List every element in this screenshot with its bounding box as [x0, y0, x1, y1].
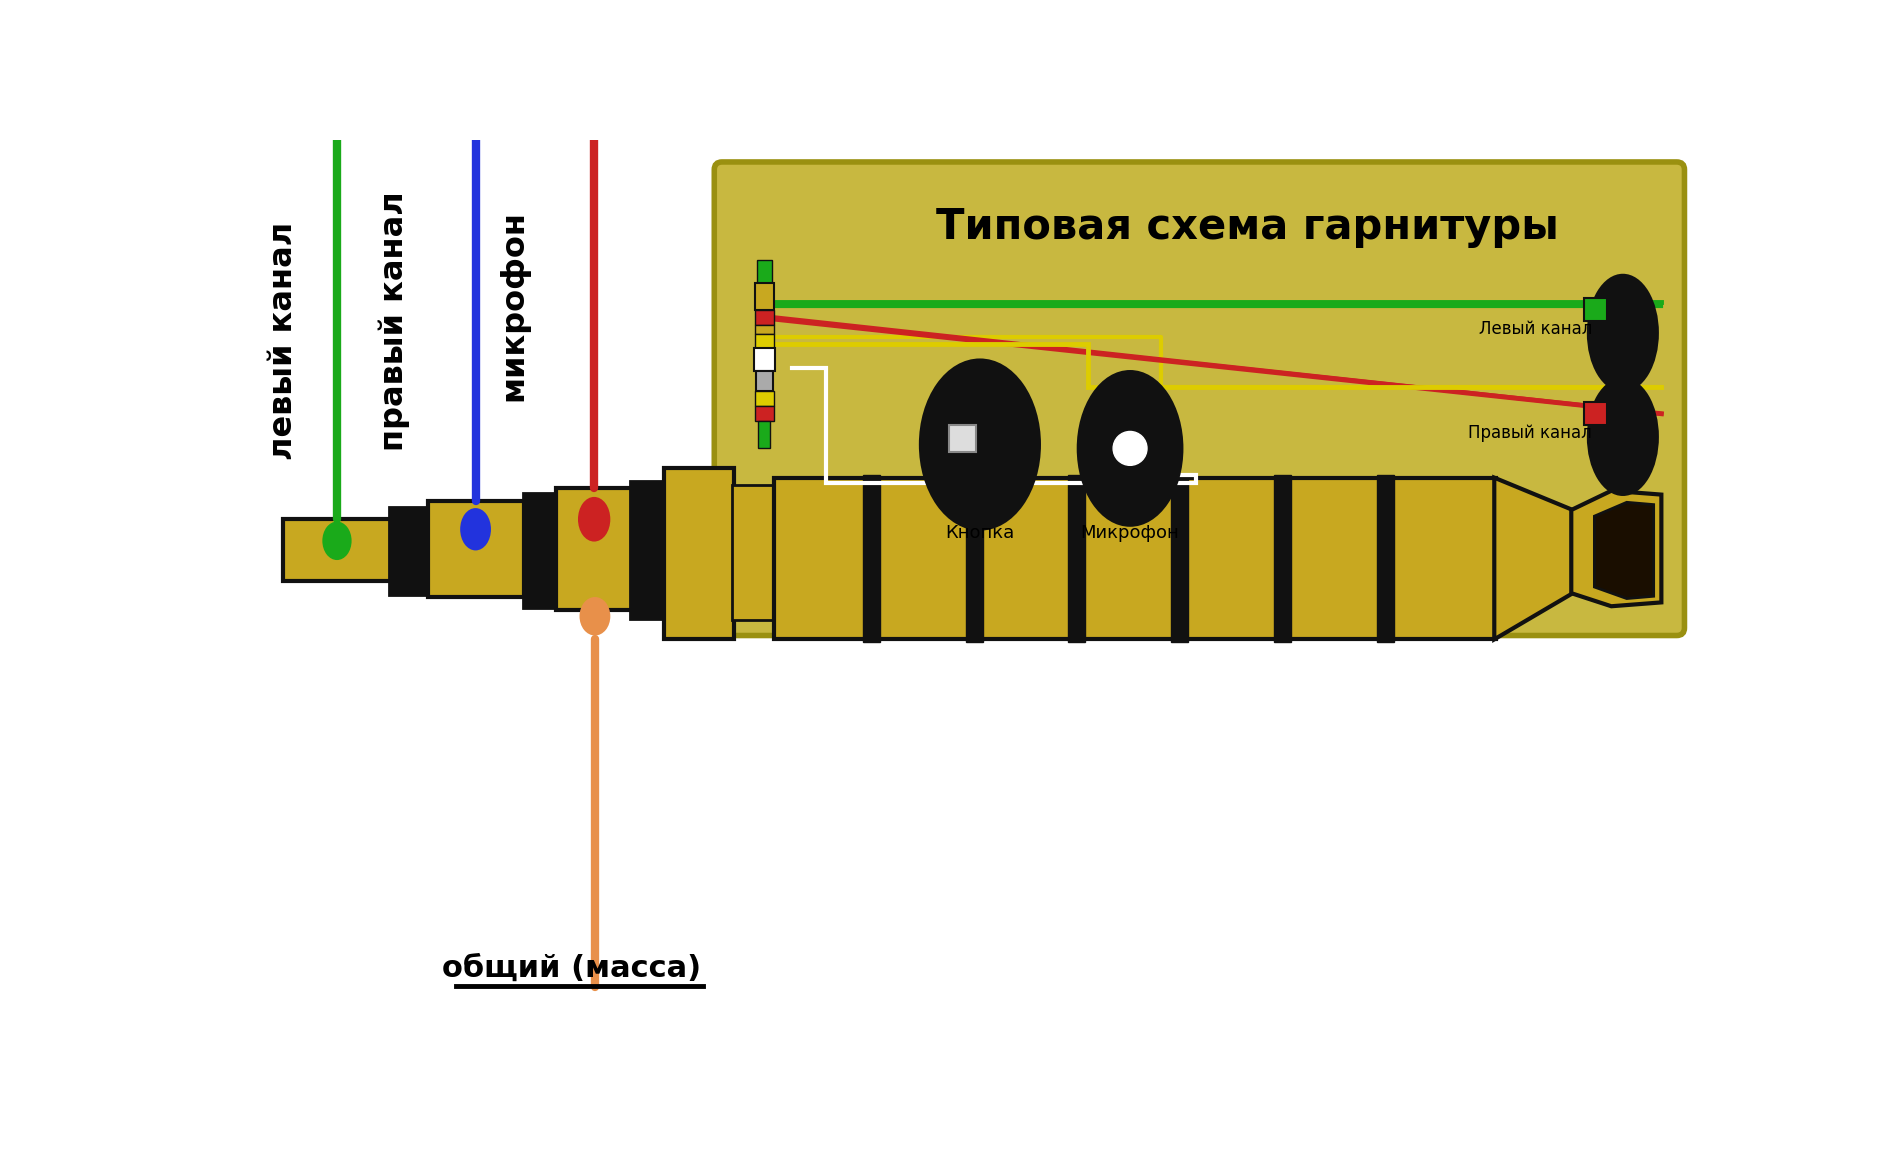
FancyBboxPatch shape: [714, 161, 1684, 635]
Polygon shape: [967, 475, 984, 641]
Ellipse shape: [1078, 371, 1182, 525]
Polygon shape: [429, 501, 525, 597]
Circle shape: [1114, 432, 1148, 466]
Text: Правый канал: Правый канал: [1469, 424, 1592, 442]
Polygon shape: [665, 468, 734, 639]
Polygon shape: [283, 519, 391, 580]
Polygon shape: [523, 493, 557, 607]
Polygon shape: [774, 477, 1495, 639]
Ellipse shape: [1588, 275, 1658, 391]
Bar: [1584, 298, 1607, 322]
Polygon shape: [389, 507, 429, 594]
Bar: [757, 260, 772, 283]
Ellipse shape: [919, 360, 1040, 529]
Polygon shape: [1571, 490, 1661, 606]
Ellipse shape: [1588, 379, 1658, 495]
Polygon shape: [1376, 475, 1393, 641]
Ellipse shape: [578, 497, 610, 542]
Polygon shape: [863, 475, 880, 641]
Ellipse shape: [323, 522, 351, 560]
Bar: [755, 325, 774, 335]
Polygon shape: [631, 481, 666, 619]
Text: Типовая схема гарнитуры: Типовая схема гарнитуры: [936, 206, 1559, 248]
Bar: [753, 349, 776, 371]
Polygon shape: [1069, 475, 1084, 641]
Text: правый канал: правый канал: [379, 192, 410, 452]
Polygon shape: [733, 486, 776, 620]
Polygon shape: [557, 488, 632, 610]
Text: левый канал: левый канал: [268, 221, 298, 460]
Polygon shape: [1171, 475, 1188, 641]
Bar: [755, 371, 772, 391]
Text: общий (масса): общий (масса): [442, 954, 700, 983]
Polygon shape: [1593, 502, 1654, 599]
Polygon shape: [1493, 477, 1573, 639]
Bar: [950, 426, 976, 453]
Ellipse shape: [461, 508, 491, 550]
Bar: [755, 335, 774, 349]
Bar: [759, 421, 770, 448]
Bar: [755, 406, 774, 421]
Text: микрофон: микрофон: [498, 211, 529, 401]
Ellipse shape: [580, 597, 610, 635]
Text: Левый канал: Левый канал: [1478, 321, 1592, 338]
Bar: [755, 310, 774, 325]
Bar: [1584, 402, 1607, 426]
Bar: [755, 391, 774, 406]
Polygon shape: [1274, 475, 1291, 641]
Text: Кнопка: Кнопка: [946, 524, 1014, 542]
Bar: [755, 283, 774, 310]
Text: Микрофон: Микрофон: [1080, 524, 1180, 542]
